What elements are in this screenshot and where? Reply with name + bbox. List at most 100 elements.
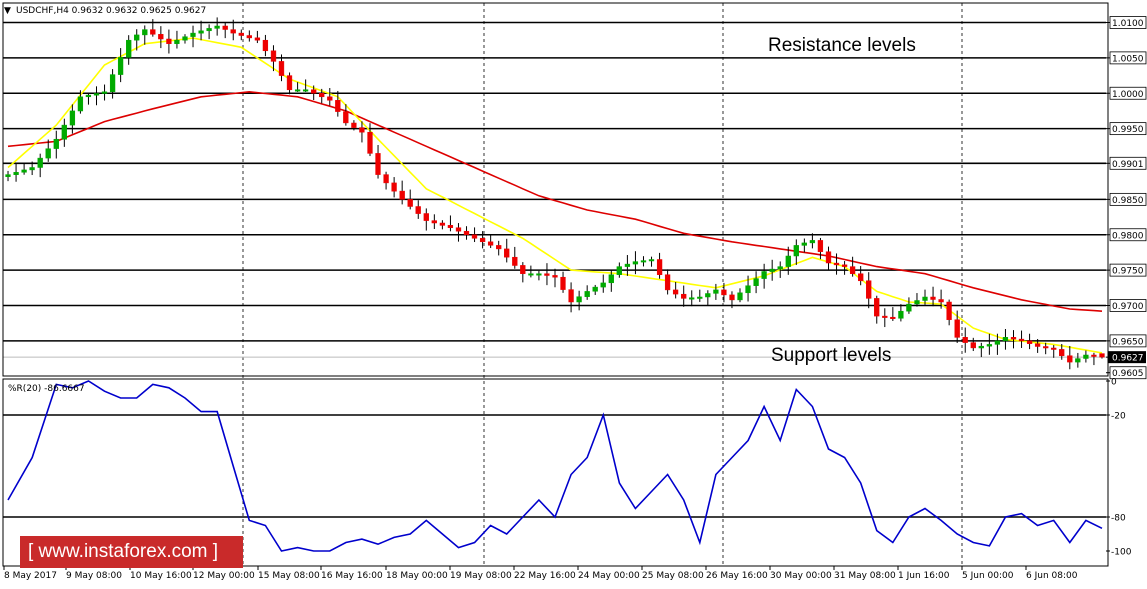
price-tick-label: 1.0000 xyxy=(1112,90,1144,100)
candle-bear xyxy=(681,293,687,299)
candle-bear xyxy=(1026,340,1033,344)
frame-layer xyxy=(2,2,1109,567)
price-label-box xyxy=(1109,299,1147,312)
price-label-box xyxy=(1109,16,1147,29)
level-layer xyxy=(3,21,1106,518)
candle-bull xyxy=(769,268,775,272)
candle-bear xyxy=(399,190,405,200)
wpr-tick-label: -80 xyxy=(1111,514,1126,524)
candle-bear xyxy=(890,316,896,319)
candle-bull xyxy=(624,263,631,267)
candle-bear xyxy=(672,289,679,295)
candle-bull xyxy=(109,74,116,93)
candle-bull xyxy=(1075,358,1081,363)
candle-bear xyxy=(463,230,470,235)
candle-bear xyxy=(1018,338,1025,342)
candle-bear xyxy=(391,182,397,192)
time-tick-label: 19 May 08:00 xyxy=(450,571,512,581)
price-tick-label: 0.9800 xyxy=(1112,231,1144,241)
candle-bear xyxy=(359,127,365,133)
price-tick-label: 0.9901 xyxy=(1112,160,1144,170)
candle-bull xyxy=(761,271,767,279)
candle-bull xyxy=(214,25,220,29)
price-tick-label: 1.0100 xyxy=(1112,19,1144,29)
candle-bear xyxy=(544,273,550,276)
wpr-tick-label: 0 xyxy=(1111,378,1117,388)
candle-bull xyxy=(978,345,984,349)
grid-layer xyxy=(242,3,963,566)
candle-bear xyxy=(664,274,671,291)
wpr-tick-label: -100 xyxy=(1111,548,1132,558)
candle-bull xyxy=(777,266,783,270)
candle-bull xyxy=(134,34,140,41)
candle-bull xyxy=(1002,337,1009,342)
dropdown-icon[interactable]: ▼ xyxy=(4,6,11,16)
slow-ma-line xyxy=(7,90,1103,312)
candle-bear xyxy=(938,299,944,303)
candle-bear xyxy=(455,227,462,232)
candle-bear xyxy=(423,213,429,221)
candle-bear xyxy=(230,29,236,34)
time-tick-label: 24 May 00:00 xyxy=(578,571,640,581)
candle-bear xyxy=(970,342,976,349)
candle-bear xyxy=(471,234,478,239)
price-tick-label: 0.9650 xyxy=(1112,337,1144,347)
candle-bear xyxy=(150,29,156,35)
price-label-box xyxy=(1109,51,1147,65)
price-tick-label: 1.0050 xyxy=(1112,54,1144,64)
candle-bear xyxy=(930,296,936,300)
time-tick-label: 9 May 08:00 xyxy=(66,571,122,581)
time-tick-label: 30 May 00:00 xyxy=(770,571,832,581)
candle-bull xyxy=(576,296,582,303)
time-tick-label: 10 May 16:00 xyxy=(130,571,192,581)
time-tick-label: 16 May 16:00 xyxy=(321,571,383,581)
candle-bear xyxy=(874,298,880,317)
candle-bear xyxy=(383,174,389,184)
candle-bear xyxy=(415,206,421,214)
time-tick-label: 5 Jun 00:00 xyxy=(962,571,1014,581)
candle-bear xyxy=(1099,353,1105,358)
candle-bull xyxy=(182,36,188,41)
support-annotation: Support levels xyxy=(771,345,891,366)
candle-bull xyxy=(793,245,799,257)
time-tick-label: 31 May 08:00 xyxy=(834,571,896,581)
instaforex-logo: [ www.instaforex.com ] xyxy=(20,536,243,568)
candle-bear xyxy=(1067,355,1073,363)
candle-bull xyxy=(536,273,542,276)
candle-bull xyxy=(69,110,76,126)
candle-bear xyxy=(487,241,494,246)
axis-layer: 1.0100 1.0050 1.0000 0.9950 0.9901 0.9850 0.98… xyxy=(3,16,1147,581)
price-tick-label: 0.9605 xyxy=(1112,369,1144,379)
candle-bear xyxy=(343,111,349,124)
candle-bull xyxy=(898,310,904,319)
time-tick-label: 15 May 08:00 xyxy=(258,571,320,581)
price-panel-frame xyxy=(2,2,1109,377)
candle-bull xyxy=(608,274,614,284)
candle-bear xyxy=(286,75,293,91)
candle-bear xyxy=(504,248,510,258)
candle-bull xyxy=(61,124,67,140)
candle-bear xyxy=(1091,354,1097,357)
candle-bear xyxy=(367,131,373,154)
fast-ma-line xyxy=(7,37,1103,354)
candle-bull xyxy=(190,32,196,37)
candle-bear xyxy=(278,61,285,76)
candle-layer xyxy=(5,17,1105,370)
candle-bull xyxy=(528,273,534,276)
price-label-box xyxy=(1109,228,1147,242)
candle-bear xyxy=(520,265,526,274)
candle-bull xyxy=(117,57,124,75)
candle-bear xyxy=(222,25,228,30)
candle-bear xyxy=(866,280,872,299)
candle-bear xyxy=(1043,346,1049,349)
candle-bull xyxy=(29,167,35,171)
candle-bear xyxy=(270,50,277,62)
candle-bear xyxy=(407,199,413,207)
candle-bull xyxy=(689,297,695,300)
candle-bear xyxy=(351,122,357,128)
price-label-box xyxy=(1109,366,1147,380)
wpr-tick-label: -20 xyxy=(1111,412,1126,422)
candle-bull xyxy=(713,289,719,294)
candle-bull xyxy=(85,94,92,98)
